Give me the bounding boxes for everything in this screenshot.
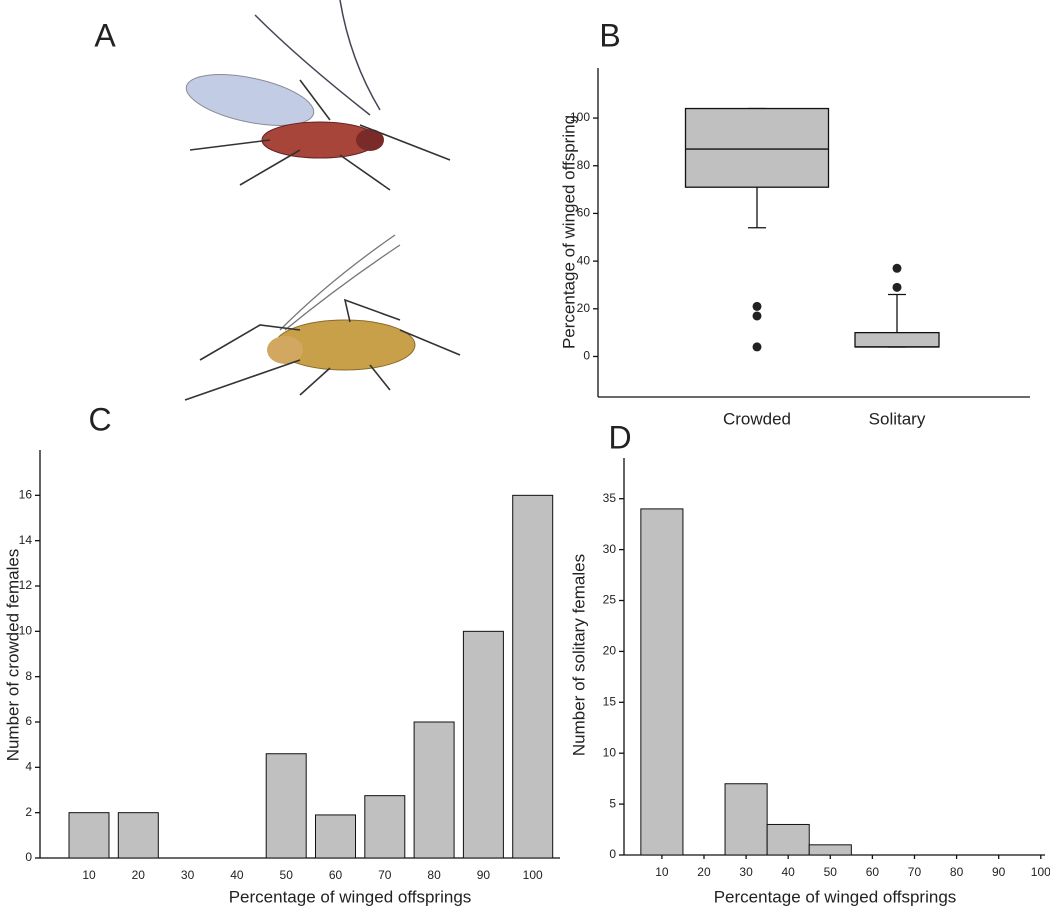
y-tick-label: 4 (25, 760, 32, 774)
panel-label: A (94, 17, 116, 53)
panel-label: B (599, 17, 620, 53)
x-tick-label: 60 (866, 865, 880, 879)
outlier (892, 282, 902, 292)
x-tick-label: 60 (329, 868, 343, 882)
y-tick-label: 40 (577, 253, 591, 267)
y-tick-label: 60 (577, 206, 591, 220)
bar (766, 823, 810, 856)
y-tick-label: 6 (25, 714, 32, 728)
panel-label: C (88, 401, 111, 437)
y-tick-label: 2 (25, 805, 32, 819)
bar (462, 630, 504, 859)
x-tick-label: 40 (782, 865, 796, 879)
y-tick-label: 20 (603, 644, 617, 658)
y-tick-label: 14 (19, 533, 33, 547)
x-tick-label: 40 (230, 868, 244, 882)
box (684, 107, 830, 188)
y-tick-label: 12 (19, 578, 33, 592)
x-tick-label: 20 (132, 868, 146, 882)
x-tick-label: 70 (378, 868, 392, 882)
outlier (752, 301, 762, 311)
x-tick-label: 10 (82, 868, 96, 882)
y-tick-label: 5 (609, 796, 616, 810)
y-tick-label: 20 (577, 301, 591, 315)
y-axis-label: Number of solitary females (569, 554, 588, 756)
y-tick-label: 30 (603, 542, 617, 556)
y-tick-label: 10 (19, 624, 33, 638)
x-tick-label: 90 (992, 865, 1006, 879)
bar (512, 494, 554, 859)
x-tick-label: 30 (739, 865, 753, 879)
x-tick-label: Solitary (869, 409, 926, 428)
x-tick-label: 10 (655, 865, 669, 879)
y-tick-label: 10 (603, 745, 617, 759)
bar (117, 812, 159, 859)
x-tick-label: 80 (427, 868, 441, 882)
x-tick-label: 90 (477, 868, 491, 882)
y-axis-label: Percentage of winged offspring (559, 115, 578, 349)
y-axis-label: Number of crowded females (3, 549, 22, 762)
x-tick-label: Crowded (723, 409, 791, 428)
x-tick-label: 70 (908, 865, 922, 879)
x-tick-label: 50 (280, 868, 294, 882)
y-tick-label: 25 (603, 593, 617, 607)
y-tick-label: 16 (19, 488, 33, 502)
bar (68, 812, 110, 859)
bar (364, 795, 406, 859)
x-tick-label: 50 (824, 865, 838, 879)
outlier (892, 263, 902, 273)
x-tick-label: 30 (181, 868, 195, 882)
y-tick-label: 0 (609, 847, 616, 861)
x-axis-label: Percentage of winged offsprings (229, 887, 472, 906)
y-tick-label: 0 (25, 850, 32, 864)
bar (315, 814, 356, 859)
x-axis-label: Percentage of winged offsprings (714, 887, 957, 906)
bar (640, 508, 684, 856)
x-tick-label: 80 (950, 865, 964, 879)
aphid-wingless (184, 234, 461, 401)
y-tick-label: 0 (583, 349, 590, 363)
outlier (752, 342, 762, 352)
aphid-winged (185, 0, 451, 191)
y-tick-label: 15 (603, 694, 617, 708)
x-tick-label: 100 (1031, 865, 1050, 879)
panel-label: D (608, 419, 631, 455)
bar (724, 783, 768, 856)
x-tick-label: 100 (523, 868, 543, 882)
outlier (752, 311, 762, 321)
y-tick-label: 35 (603, 491, 617, 505)
bar (265, 753, 307, 859)
y-tick-label: 100 (570, 110, 590, 124)
y-tick-label: 80 (577, 158, 591, 172)
y-tick-label: 8 (25, 669, 32, 683)
box (854, 331, 940, 348)
bar (808, 844, 852, 856)
x-tick-label: 20 (697, 865, 711, 879)
bar (413, 721, 455, 859)
